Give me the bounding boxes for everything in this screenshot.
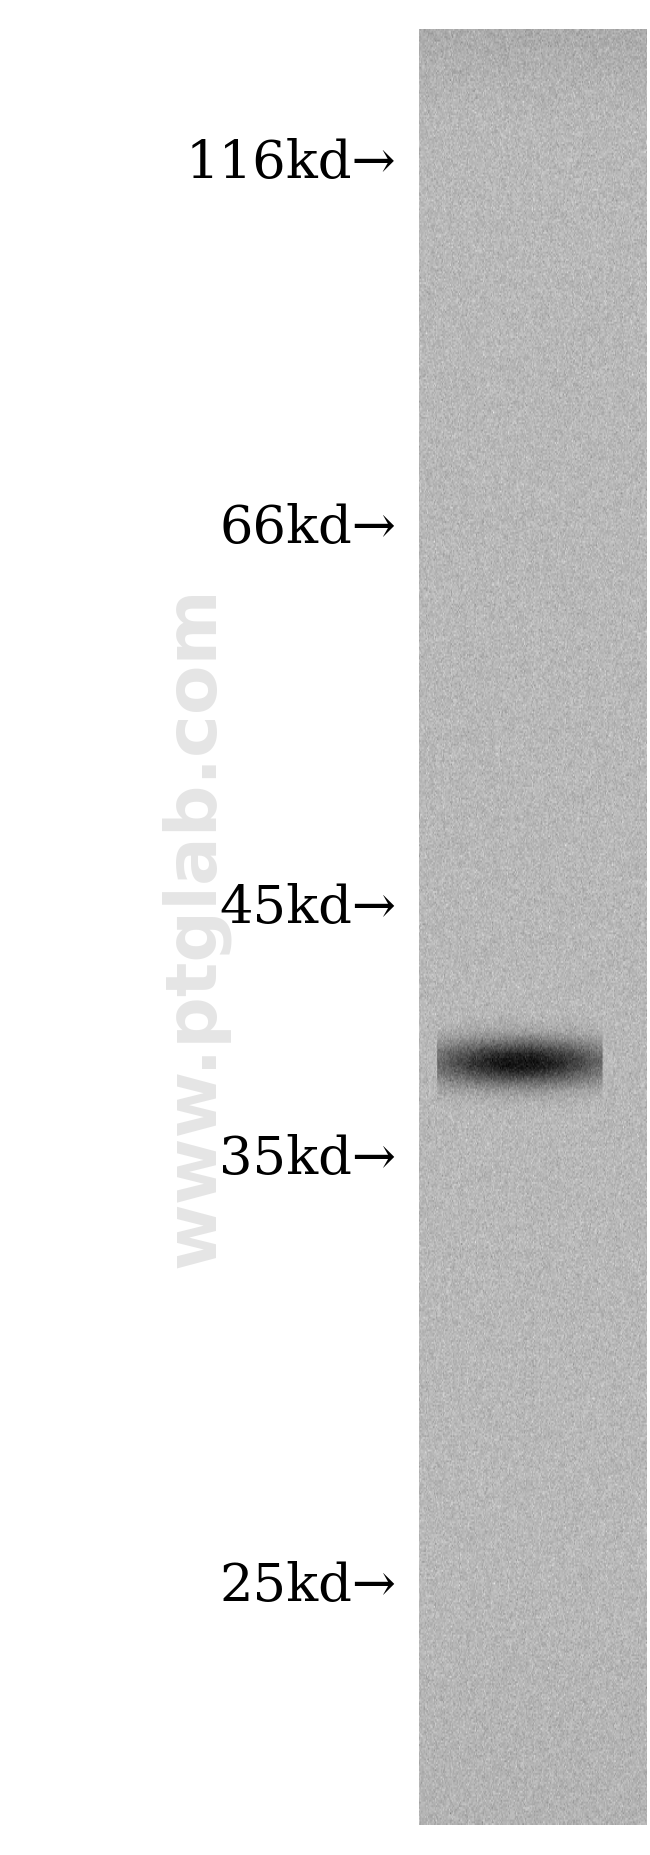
Text: 45kd→: 45kd→ (220, 883, 396, 935)
Text: www.ptglab.com: www.ptglab.com (161, 586, 229, 1269)
Text: 66kd→: 66kd→ (220, 503, 396, 555)
Text: 35kd→: 35kd→ (220, 1133, 396, 1185)
Text: 116kd→: 116kd→ (186, 137, 396, 189)
Text: 25kd→: 25kd→ (220, 1560, 396, 1612)
